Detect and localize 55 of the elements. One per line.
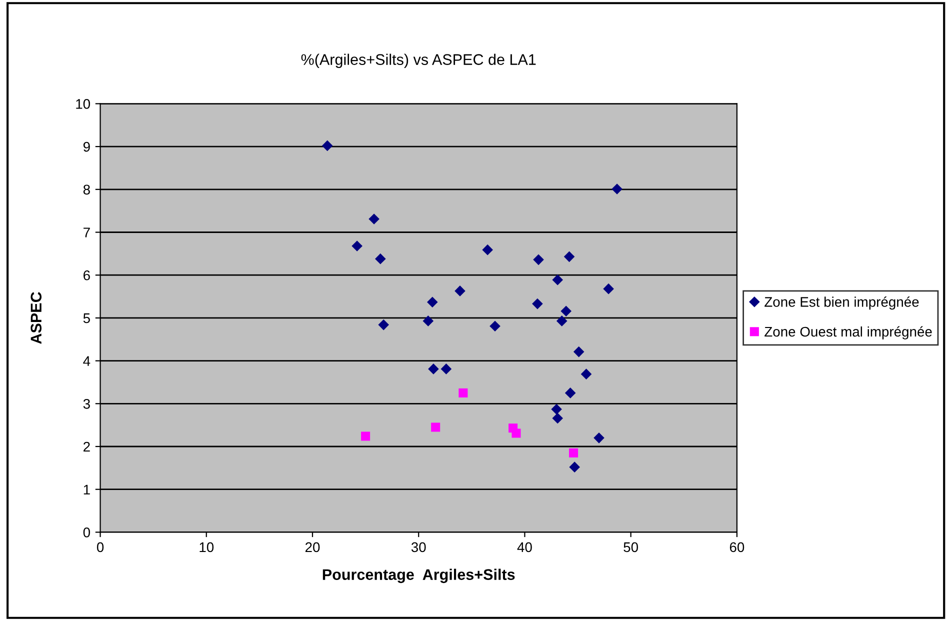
y-tick-label: 4 [83, 356, 90, 366]
legend-label: Zone Est bien imprégnée [764, 296, 919, 310]
legend-label: Zone Ouest mal imprégnée [764, 326, 932, 340]
point [431, 422, 440, 432]
point [454, 286, 466, 296]
x-tick-label: 30 [411, 542, 426, 552]
point [560, 306, 572, 316]
x-axis-title: Pourcentage Argiles+Silts [322, 568, 515, 584]
x-tick-label: 50 [624, 542, 638, 552]
point [440, 364, 452, 374]
y-tick-label: 7 [84, 228, 90, 238]
point [533, 254, 544, 266]
y-tick-label: 2 [84, 442, 90, 452]
point [564, 388, 576, 398]
point [428, 364, 439, 374]
x-tick-label: 10 [200, 542, 214, 552]
chart-title: %(Argiles+Silts) vs ASPEC de LA1 [301, 54, 536, 68]
point [532, 298, 543, 310]
point [573, 346, 584, 358]
y-tick-label: 3 [83, 398, 90, 409]
y-tick-label: 8 [83, 184, 90, 195]
point [612, 184, 622, 194]
y-tick-label: 0 [83, 528, 90, 538]
point [322, 140, 333, 152]
x-tick-label: 20 [305, 542, 320, 552]
point [512, 428, 521, 438]
point [426, 296, 438, 308]
x-tick-label: 0 [96, 542, 104, 552]
point [361, 432, 370, 441]
point [458, 388, 468, 398]
y-tick-label: 5 [83, 313, 90, 324]
point [564, 251, 575, 262]
point [368, 214, 380, 224]
point [580, 368, 592, 380]
point [352, 240, 362, 252]
point [490, 320, 500, 332]
y-tick-label: 10 [76, 99, 90, 109]
y-tick-label: 9 [83, 142, 90, 152]
y-tick-label: 6 [84, 270, 90, 280]
point [422, 316, 434, 326]
point [569, 462, 580, 472]
point [551, 404, 562, 415]
point [552, 274, 564, 286]
point [556, 316, 568, 326]
y-tick-label: 1 [84, 484, 90, 494]
point [375, 253, 386, 264]
point [594, 432, 604, 444]
point [378, 319, 389, 330]
point [569, 448, 578, 458]
point [603, 283, 614, 294]
y-axis-title: ASPEC [30, 292, 42, 344]
point [482, 244, 493, 256]
point [552, 412, 564, 424]
x-tick-label: 60 [730, 542, 744, 552]
x-tick-label: 40 [517, 542, 532, 552]
